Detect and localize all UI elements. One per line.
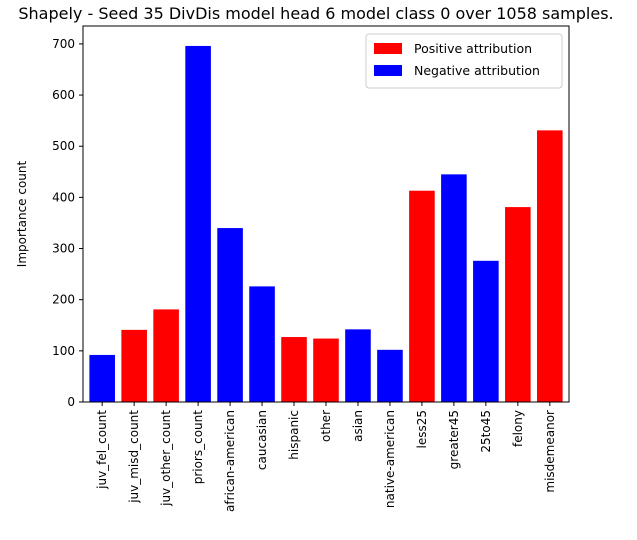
bar-other: [313, 338, 339, 402]
bar-caucasian: [249, 286, 275, 402]
x-axis-ticks: juv_fel_count juv_misd_count juv_other_cou…: [95, 402, 557, 512]
y-tick-label: 400: [52, 190, 75, 204]
x-tick-label-25to45: 25to45: [479, 410, 493, 453]
bar-african-american: [217, 228, 243, 402]
x-tick-label-other: other: [319, 410, 333, 442]
x-tick-label-hispanic: hispanic: [287, 410, 301, 460]
y-axis-label: Importance count: [15, 160, 29, 267]
legend-label-positive: Positive attribution: [414, 41, 532, 56]
x-tick-label-native-american: native-american: [383, 410, 397, 508]
bar-priors_count: [185, 45, 211, 402]
bar-juv_other_count: [153, 309, 179, 402]
bar-felony: [505, 207, 531, 402]
x-tick-label-greater45: greater45: [447, 410, 461, 469]
y-tick-label: 0: [67, 395, 75, 409]
bar-greater45: [441, 174, 467, 402]
legend-label-negative: Negative attribution: [414, 63, 540, 78]
y-tick-label: 100: [52, 344, 75, 358]
x-tick-label-juv_fel_count: juv_fel_count: [95, 410, 109, 490]
bars: [89, 45, 563, 402]
legend-swatch-negative: [374, 65, 402, 76]
y-tick-label: 500: [52, 139, 75, 153]
y-tick-label: 700: [52, 37, 75, 51]
x-tick-label-priors_count: priors_count: [191, 410, 205, 485]
bar-less25: [409, 190, 435, 402]
bar-juv_fel_count: [89, 354, 115, 402]
legend-box: [365, 33, 563, 89]
x-tick-label-less25: less25: [415, 410, 429, 449]
x-tick-label-juv_other_count: juv_other_count: [159, 410, 173, 507]
y-axis-ticks: 0 100 200 300 400 500 600 700: [52, 37, 83, 409]
plot-frame: [82, 25, 570, 403]
y-tick-label: 600: [52, 88, 75, 102]
y-tick-label: 200: [52, 293, 75, 307]
bar-25to45: [473, 260, 499, 402]
bar-misdemeanor: [537, 130, 563, 402]
y-tick-label: 300: [52, 242, 75, 256]
bar-juv_misd_count: [121, 329, 147, 402]
x-tick-label-juv_misd_count: juv_misd_count: [127, 410, 141, 504]
x-tick-label-felony: felony: [511, 410, 525, 447]
x-tick-label-caucasian: caucasian: [255, 410, 269, 470]
x-tick-label-african-american: african-american: [223, 410, 237, 512]
bar-native-american: [377, 349, 403, 402]
chart-title: Shapely - Seed 35 DivDis model head 6 mo…: [18, 4, 613, 23]
bar-asian: [345, 329, 371, 402]
legend: Positive attribution Negative attribution: [365, 33, 563, 89]
x-tick-label-asian: asian: [351, 410, 365, 442]
legend-swatch-positive: [374, 43, 402, 54]
bar-hispanic: [281, 337, 307, 402]
x-tick-label-misdemeanor: misdemeanor: [543, 410, 557, 493]
